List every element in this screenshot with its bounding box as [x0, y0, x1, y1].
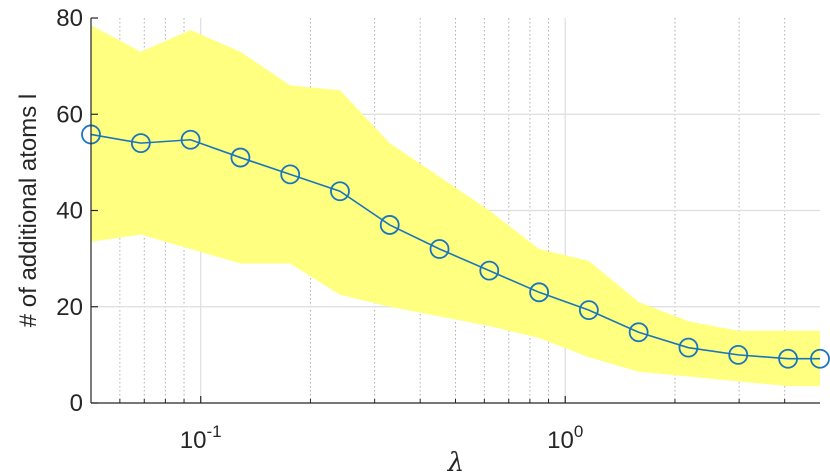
y-tick-label: 60 [56, 101, 83, 128]
confidence-band-layer [91, 25, 820, 387]
data-point-marker [379, 215, 400, 235]
y-tick-label: 40 [56, 198, 83, 225]
data-point-marker [130, 133, 151, 154]
data-point-marker [728, 344, 749, 365]
data-point-marker [479, 260, 500, 281]
data-point-marker [678, 337, 699, 358]
x-tick-label: 10-1 [180, 422, 222, 454]
y-tick-label: 0 [70, 390, 83, 417]
data-point-marker [778, 348, 798, 369]
data-point-marker [810, 348, 830, 369]
data-point-marker [628, 322, 649, 343]
data-point-marker [578, 300, 599, 321]
y-tick-label: 80 [56, 5, 83, 32]
data-point-marker [180, 129, 201, 150]
data-point-marker [429, 239, 450, 259]
y-tick-label: 20 [56, 294, 83, 321]
data-point-marker [529, 282, 550, 303]
y-axis-label: # of additional atoms l [15, 94, 42, 327]
data-point-marker [330, 181, 350, 202]
x-tick-label: 100 [547, 422, 583, 454]
tick-labels: 0 20 40 60 80 10-1 100 [56, 5, 583, 454]
series-line-layer [90, 133, 820, 360]
axes [90, 17, 820, 404]
data-point-marker [230, 147, 251, 168]
data-point-marker [280, 164, 301, 185]
confidence-band [91, 25, 820, 387]
series-line [90, 133, 820, 360]
x-axis-label: λ [447, 448, 464, 475]
